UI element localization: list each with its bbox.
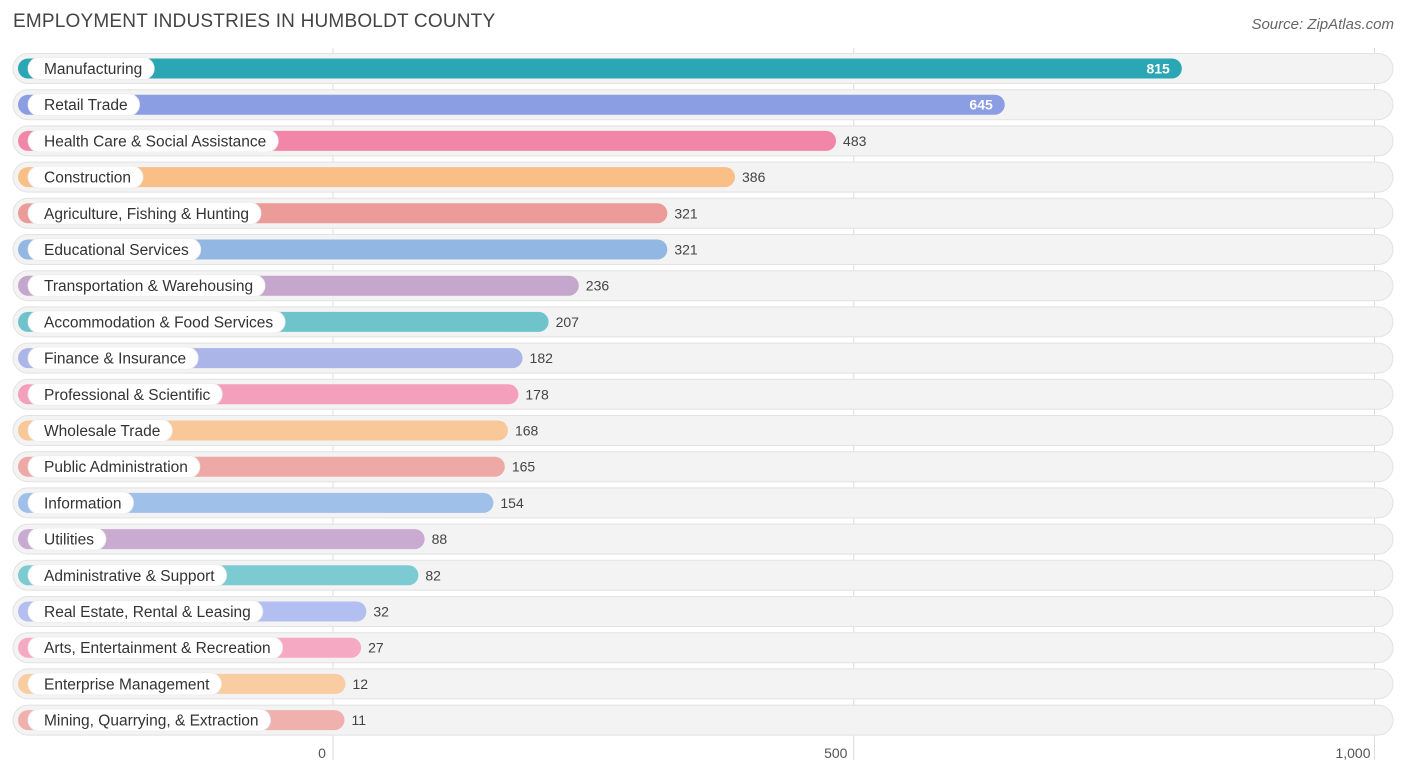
bar <box>18 58 1182 79</box>
category-label: Information <box>44 495 122 512</box>
value-label: 12 <box>352 676 368 692</box>
category-label-pill <box>27 274 266 298</box>
value-label: 182 <box>530 350 554 366</box>
category-label: Real Estate, Rental & Leasing <box>44 604 251 621</box>
bar-row: Retail Trade 645 <box>12 89 1394 121</box>
category-label-pill <box>27 346 199 370</box>
rows-layer: Manufacturing 815 Retail Trade 645 Health Ca… <box>12 53 1394 736</box>
category-label-pill <box>27 708 271 732</box>
value-label: 645 <box>969 97 993 113</box>
value-label: 82 <box>425 567 441 583</box>
value-label: 321 <box>674 242 698 258</box>
value-label: 207 <box>556 314 580 330</box>
category-label: Administrative & Support <box>44 568 215 585</box>
bar <box>18 167 736 188</box>
category-label: Manufacturing <box>44 61 142 78</box>
value-label: 11 <box>351 712 366 728</box>
axis-ticks: 0 500 1,000 <box>318 745 1371 761</box>
category-label: Utilities <box>44 532 94 549</box>
value-label: 815 <box>1146 61 1170 77</box>
category-label: Arts, Entertainment & Recreation <box>44 640 271 657</box>
category-label-pill <box>27 238 202 261</box>
category-label-pill <box>27 672 222 696</box>
category-label-pill <box>27 563 227 587</box>
bar-row: Arts, Entertainment & Recreation 27 <box>12 632 1394 664</box>
bar-row: Construction 386 <box>12 161 1394 193</box>
x-tick-label: 1,000 <box>1335 745 1370 761</box>
value-label: 483 <box>843 133 867 149</box>
category-label: Agriculture, Fishing & Hunting <box>44 206 249 223</box>
value-label: 154 <box>500 495 524 511</box>
value-label: 236 <box>586 278 610 294</box>
chart-title: EMPLOYMENT INDUSTRIES IN HUMBOLDT COUNTY <box>13 11 496 32</box>
bar-row: Transportation & Warehousing 236 <box>12 270 1394 302</box>
value-label: 27 <box>368 640 384 656</box>
bar <box>18 492 494 513</box>
value-label: 321 <box>674 205 698 221</box>
category-label-pill <box>27 527 107 551</box>
category-label: Mining, Quarrying, & Extraction <box>44 713 259 730</box>
bar-track <box>12 632 1394 664</box>
category-label-pill <box>27 600 264 623</box>
bar-row: Information 154 <box>12 487 1394 519</box>
x-tick-label: 0 <box>318 745 326 761</box>
category-label: Educational Services <box>44 242 189 259</box>
bar-row: Administrative & Support 82 <box>12 559 1394 591</box>
category-label-pill <box>27 636 283 660</box>
bar-row: Agriculture, Fishing & Hunting 321 <box>12 197 1394 229</box>
category-label: Construction <box>44 170 131 187</box>
bar-row: Public Administration 165 <box>12 451 1394 483</box>
bar-row: Finance & Insurance 182 <box>12 342 1394 374</box>
value-label: 178 <box>525 386 549 402</box>
category-label-pill <box>27 382 223 406</box>
bar-row: Educational Services 321 <box>12 234 1394 265</box>
value-label: 32 <box>373 604 389 620</box>
value-label: 168 <box>515 423 539 439</box>
x-tick-label: 500 <box>824 745 848 761</box>
category-label: Wholesale Trade <box>44 423 160 440</box>
bar-row: Real Estate, Rental & Leasing 32 <box>12 596 1394 627</box>
category-label-pill <box>27 57 155 80</box>
bar-row: Professional & Scientific 178 <box>12 378 1394 410</box>
category-label-pill <box>27 129 279 153</box>
source-credit: Source: ZipAtlas.com <box>1251 16 1394 33</box>
category-label: Enterprise Management <box>44 676 210 693</box>
bar-row: Enterprise Management 12 <box>12 668 1394 700</box>
bar-row: Manufacturing 815 <box>12 53 1394 84</box>
category-label: Accommodation & Food Services <box>44 314 273 331</box>
value-label: 88 <box>432 531 448 547</box>
category-label: Public Administration <box>44 459 188 476</box>
bar <box>18 529 425 550</box>
bar-row: Accommodation & Food Services 207 <box>12 306 1394 338</box>
category-label: Health Care & Social Assistance <box>44 133 266 150</box>
category-label: Transportation & Warehousing <box>44 278 253 295</box>
category-label-pill <box>27 419 173 442</box>
bar <box>18 94 1005 115</box>
category-label-pill <box>27 455 201 479</box>
bar-track <box>12 668 1394 700</box>
bar-row: Health Care & Social Assistance 483 <box>12 125 1394 157</box>
category-label-pill <box>27 93 140 117</box>
category-label: Professional & Scientific <box>44 387 211 404</box>
category-label-pill <box>27 491 134 515</box>
category-label: Retail Trade <box>44 97 128 114</box>
bar-row: Wholesale Trade 168 <box>12 415 1394 446</box>
bar-row: Mining, Quarrying, & Extraction 11 <box>12 704 1394 736</box>
value-label: 165 <box>512 459 536 475</box>
category-label: Finance & Insurance <box>44 351 186 368</box>
category-label-pill <box>27 201 262 225</box>
category-label-pill <box>27 165 144 189</box>
value-label: 386 <box>742 169 766 185</box>
bar-track <box>12 704 1394 736</box>
bar-row: Utilities 88 <box>12 523 1394 555</box>
category-label-pill <box>27 310 286 334</box>
